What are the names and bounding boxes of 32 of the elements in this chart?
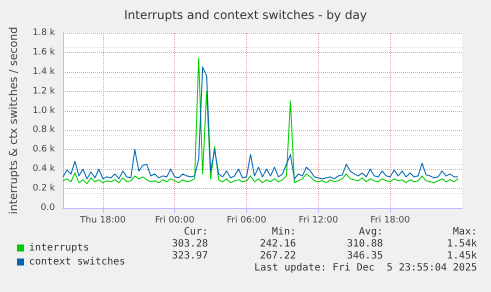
text: 267.22 xyxy=(260,250,296,262)
y-tick-label: 0.2 k xyxy=(32,184,56,194)
text: 323.97 xyxy=(172,250,208,262)
x-tick-label: Fri 12:00 xyxy=(298,216,338,226)
text: Avg: xyxy=(358,226,383,238)
text: Last update: Fri Dec 5 23:55:04 2025 xyxy=(254,262,477,274)
x-tick-label: Fri 18:00 xyxy=(370,216,410,226)
y-tick-label: 0.6 k xyxy=(32,144,56,155)
x-tick-label: Thu 18:00 xyxy=(79,216,126,226)
text: 310.88 xyxy=(346,238,383,250)
y-tick-label: 1.0 k xyxy=(32,106,56,116)
chart-title: Interrupts and context switches - by day xyxy=(124,8,367,22)
y-tick-label: 0.0 xyxy=(40,203,56,213)
text: 1.54k xyxy=(446,238,477,250)
y-tick-label: 1.4 k xyxy=(32,66,56,77)
x-tick-label: Fri 06:00 xyxy=(226,216,267,226)
text: Max: xyxy=(452,226,477,238)
legend-label: context switches xyxy=(29,256,126,268)
y-tick-label: 1.8 k xyxy=(32,28,56,38)
y-tick-label: 1.2 k xyxy=(32,86,56,96)
x-tick-label: Fri 00:00 xyxy=(154,216,195,226)
legend-label: interrupts xyxy=(29,242,90,254)
text: 1.45k xyxy=(446,250,477,262)
text: Min: xyxy=(272,226,296,238)
y-axis-title: interrupts & ctx switches / second xyxy=(7,26,20,214)
text: 303.28 xyxy=(172,238,208,250)
y-tick-label: 0.4 k xyxy=(32,164,56,174)
text: Cur: xyxy=(184,226,208,238)
text: 242.16 xyxy=(260,238,296,250)
y-tick-label: 1.6 k xyxy=(32,47,56,58)
text: 346.35 xyxy=(346,250,383,262)
y-tick-label: 0.8 k xyxy=(32,125,56,136)
